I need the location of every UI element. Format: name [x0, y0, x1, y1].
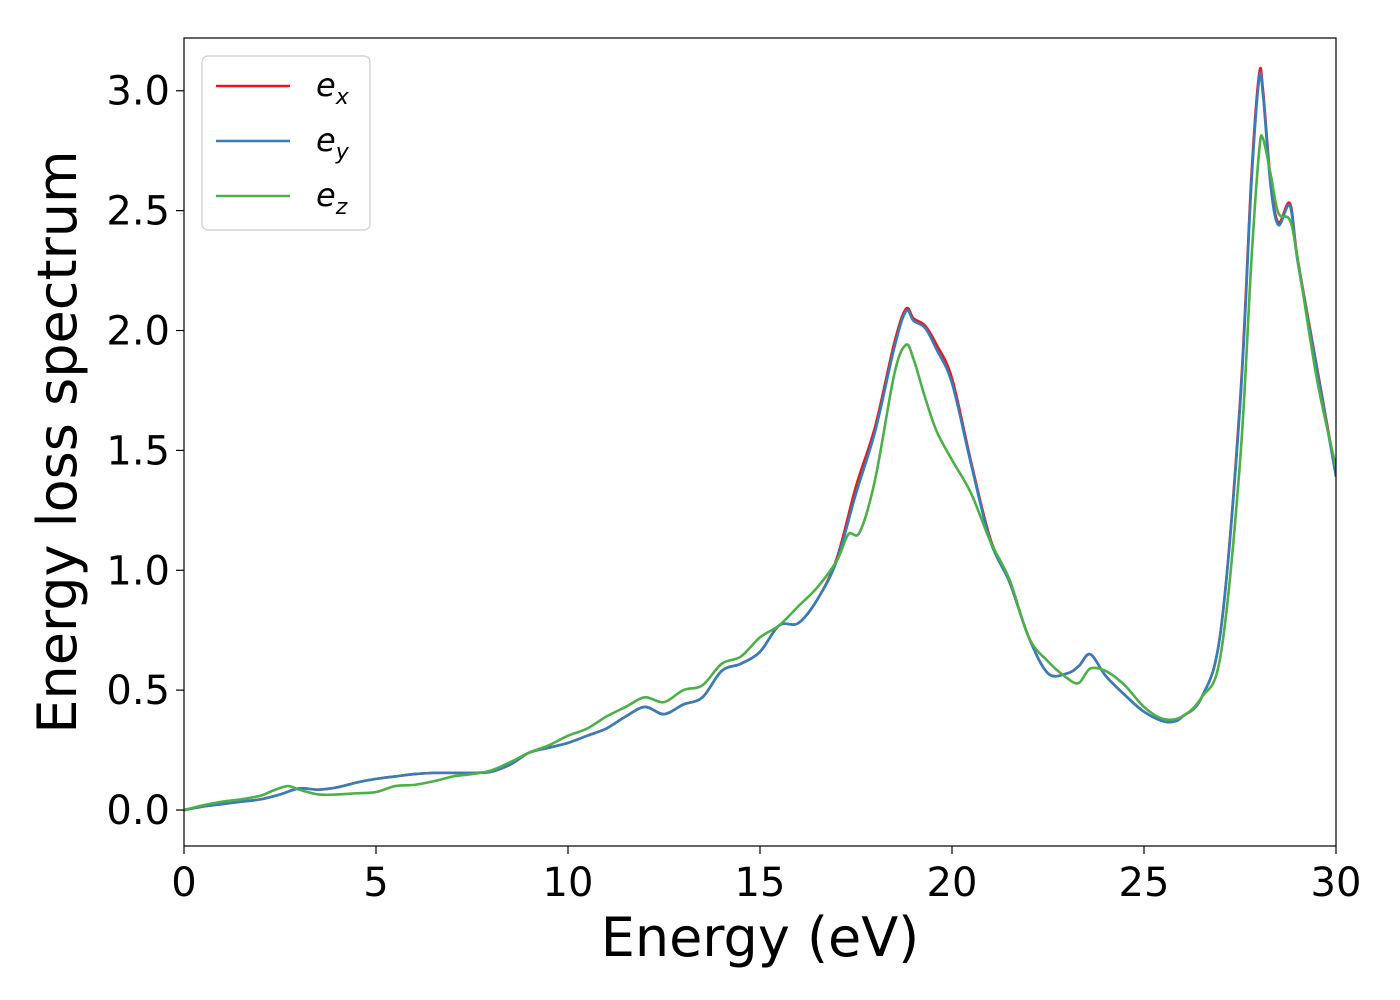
x-tick-label: 20 [927, 860, 978, 906]
series-layer [184, 66, 1336, 812]
x-tick-label: 0 [171, 860, 196, 906]
x-tick-label: 25 [1119, 860, 1170, 906]
x-tick-label: 15 [735, 860, 786, 906]
y-tick-label: 2.5 [106, 189, 170, 235]
legend-box [201, 55, 371, 231]
y-axis-ticks: 0.0 0.5 1.0 1.5 2.0 2.5 3.0 [106, 69, 184, 834]
series-line-z [184, 134, 1336, 812]
y-tick-label: 2.0 [106, 309, 170, 355]
y-axis-label: Energy loss spectrum [26, 150, 89, 733]
x-tick-label: 5 [363, 860, 388, 906]
series-line-y [184, 71, 1336, 812]
y-tick-label: 3.0 [106, 69, 170, 115]
y-tick-label: 1.5 [106, 428, 170, 474]
y-tick-label: 1.0 [106, 548, 170, 594]
y-tick-label: 0.0 [106, 788, 170, 834]
x-tick-label: 30 [1311, 860, 1362, 906]
y-tick-label: 0.5 [106, 668, 170, 714]
x-axis-ticks: 0 5 10 15 20 25 30 [171, 846, 1361, 906]
x-tick-label: 10 [543, 860, 594, 906]
x-axis-label: Energy (eV) [601, 906, 920, 969]
